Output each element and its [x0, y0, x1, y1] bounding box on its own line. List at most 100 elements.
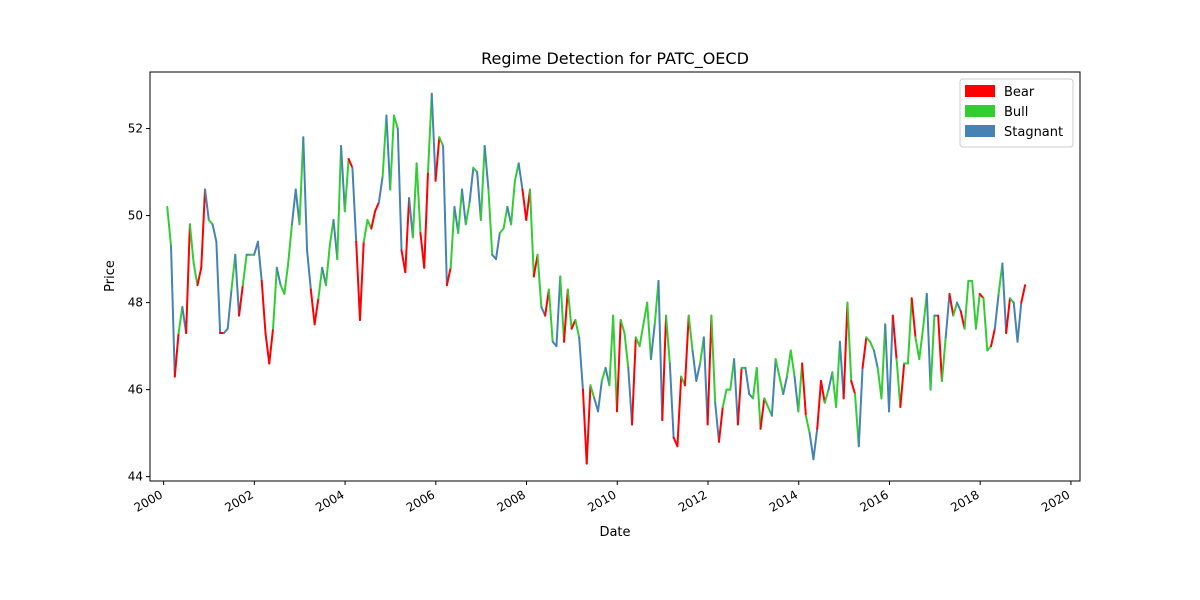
- series-segment-bear: [423, 171, 429, 269]
- series-segment-stagnant: [476, 171, 482, 221]
- legend-label-bear: Bear: [1004, 85, 1035, 100]
- series-segment-bull: [918, 327, 925, 361]
- series-segment-bull: [328, 218, 335, 248]
- series-segment-bear: [200, 188, 207, 269]
- series-segment-stagnant: [468, 166, 475, 204]
- series-segment-stagnant: [691, 349, 698, 382]
- series-segment-bear: [910, 297, 917, 339]
- series-segment-bear: [355, 240, 361, 322]
- series-segment-stagnant: [170, 245, 176, 378]
- series-segment-stagnant: [812, 427, 819, 461]
- series-segment-bull: [529, 188, 535, 278]
- series-segment-bull: [574, 319, 581, 339]
- series-segment-bear: [801, 362, 807, 417]
- series-segment-stagnant: [714, 401, 720, 443]
- series-segment-bull: [823, 388, 830, 404]
- series-segment-bull: [464, 201, 471, 226]
- y-tick-label: 46: [128, 383, 143, 397]
- series-segment-bull: [343, 158, 350, 213]
- series-segment-bear: [661, 314, 668, 422]
- series-segment-bull: [982, 297, 989, 352]
- series-segment-bear: [585, 384, 592, 465]
- series-segment-bear: [717, 406, 724, 443]
- series-segment-bull: [778, 375, 785, 395]
- series-segment-bull: [608, 314, 615, 387]
- y-axis: 44 46 48 50 52: [128, 122, 150, 484]
- series-segment-bear: [676, 375, 683, 448]
- series-segment-bear: [521, 188, 528, 221]
- series-segment-bull: [804, 414, 811, 435]
- series-segment-bull: [317, 266, 324, 300]
- series-segment-bull: [426, 92, 433, 174]
- series-segment-bull: [392, 114, 399, 130]
- series-segment-stagnant: [351, 166, 358, 243]
- series-segment-bear: [820, 379, 826, 404]
- legend-swatch-bear: [965, 85, 995, 97]
- series-segment-stagnant: [888, 314, 894, 413]
- series-segment-bull: [188, 223, 195, 265]
- series-segment-bull: [963, 279, 970, 330]
- price-series: [166, 92, 1027, 465]
- series-segment-bull: [687, 314, 694, 352]
- series-segment-bull: [612, 314, 618, 413]
- series-segment-bull: [895, 358, 902, 409]
- series-segment-stagnant: [517, 162, 524, 191]
- series-segment-bear: [238, 284, 244, 317]
- series-segment-stagnant: [993, 292, 1000, 330]
- series-segment-bear: [264, 332, 271, 365]
- series-segment-bull: [536, 253, 543, 308]
- series-segment-bull: [721, 388, 728, 409]
- series-segment-bear: [445, 266, 452, 287]
- series-segment-bear: [358, 240, 365, 322]
- series-segment-stagnant: [555, 275, 562, 348]
- series-segment-bull: [166, 205, 173, 248]
- series-segment-bear: [816, 379, 822, 430]
- series-segment-bull: [566, 288, 573, 330]
- y-tick-label: 52: [128, 122, 143, 136]
- series-segment-stagnant: [770, 358, 777, 417]
- series-segment-bull: [287, 223, 293, 265]
- series-segment-bull: [502, 205, 509, 230]
- series-segment-stagnant: [668, 362, 675, 439]
- series-segment-bull: [619, 319, 626, 335]
- series-segment-bear: [948, 292, 955, 317]
- series-segment-bear: [990, 327, 996, 348]
- y-tick-label: 44: [128, 470, 143, 484]
- axes-background: [150, 72, 1080, 481]
- series-segment-bear: [268, 327, 275, 365]
- series-segment-bear: [260, 279, 267, 335]
- series-segment-bear: [850, 379, 857, 395]
- series-segment-stagnant: [733, 358, 739, 426]
- series-segment-bull: [952, 301, 959, 317]
- series-segment-stagnant: [215, 240, 222, 335]
- series-segment-bull: [638, 323, 645, 348]
- series-segment-bear: [370, 210, 377, 230]
- series-segment-bull: [513, 162, 520, 182]
- series-segment-stagnant: [204, 188, 210, 221]
- series-segment-stagnant: [442, 144, 448, 287]
- series-segment-bull: [914, 336, 921, 361]
- plot-area: [149, 71, 1081, 482]
- series-segment-bull: [974, 292, 981, 330]
- series-segment-bear: [683, 314, 690, 387]
- series-segment-bull: [710, 314, 717, 404]
- series-segment-stagnant: [256, 240, 263, 282]
- series-segment-bear: [1005, 297, 1011, 335]
- series-segment-bull: [362, 218, 369, 243]
- series-segment-bear: [173, 332, 180, 378]
- series-segment-stagnant: [385, 114, 392, 191]
- series-segment-stagnant: [649, 323, 656, 361]
- series-segment-bull: [929, 314, 936, 391]
- x-axis-title: Date: [599, 525, 630, 540]
- series-segment-bull: [835, 340, 841, 409]
- series-segment-stagnant: [702, 336, 709, 426]
- series-segment-bull: [846, 301, 853, 382]
- series-segment-bear: [313, 297, 320, 326]
- series-segment-stagnant: [925, 292, 932, 391]
- series-segment-stagnant: [1001, 262, 1008, 335]
- series-segment-bull: [336, 144, 343, 261]
- series-segment-bull: [785, 349, 792, 378]
- series-segment-stagnant: [808, 432, 815, 461]
- series-segment-bear: [706, 314, 713, 426]
- series-segment-bear: [404, 197, 411, 274]
